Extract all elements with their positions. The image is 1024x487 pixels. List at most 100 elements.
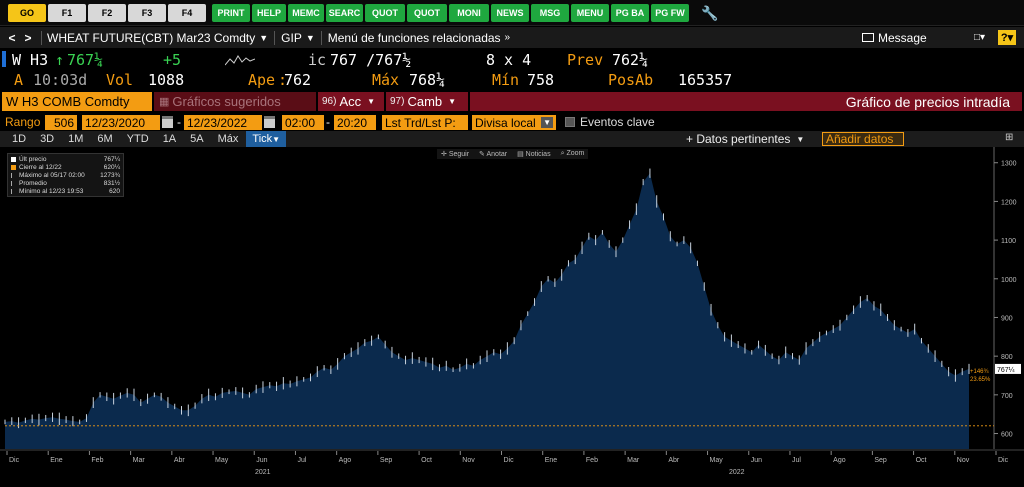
fkey-searc-button[interactable]: SEARC: [326, 3, 363, 22]
period-tab-5a[interactable]: 5A: [190, 133, 204, 145]
fkey-quot-button[interactable]: QUOT: [407, 3, 447, 22]
fkey-f4-button[interactable]: F4: [168, 3, 206, 22]
chevron-down-icon: ▼: [541, 117, 553, 128]
fkey-print-button[interactable]: PRINT: [212, 3, 250, 22]
end-date-input[interactable]: 12/23/2022: [184, 115, 262, 130]
high-value: 768¼: [409, 71, 446, 89]
bid-ask-size: 8 x 4: [486, 51, 532, 69]
change-menu[interactable]: 97) Camb ▼: [386, 92, 468, 111]
message-button[interactable]: Message: [862, 31, 927, 45]
chart-legend: Últ precio 767¼ Cierre al 12/22 620¼ Máximo …: [7, 153, 124, 197]
annotate-button[interactable]: ✎ Anotar: [479, 151, 508, 158]
x-tick-label: Ago: [339, 457, 352, 464]
key-events-checkbox[interactable]: [565, 117, 575, 127]
open-interest-value: 165357: [678, 71, 733, 89]
period-toolbar: 1D 3D 1M 6M YTD 1A 5A Máx Tick ▼ + Datos pertine…: [0, 131, 1024, 147]
period-tab-tick[interactable]: Tick ▼: [246, 131, 287, 147]
y-tick-label: 1100: [1001, 238, 1016, 245]
start-time-input[interactable]: 02:00: [282, 115, 324, 130]
period-tab-máx[interactable]: Máx: [217, 133, 239, 145]
chevron-down-icon: ▼: [259, 32, 269, 43]
fkey-msg-button[interactable]: MSG: [531, 3, 569, 22]
change-label: +146¾: [970, 369, 990, 375]
legend-row: Promedio 831½: [11, 179, 120, 187]
currency-select[interactable]: Divisa local ▼: [472, 115, 556, 130]
bid-ask: 767 /767½: [330, 51, 412, 69]
x-tick-label: Jul: [297, 457, 306, 464]
forward-button[interactable]: >: [24, 30, 32, 45]
fkey-f3-button[interactable]: F3: [128, 3, 166, 22]
low-value: 758: [527, 71, 555, 89]
legend-row: Últ precio 767¼: [11, 155, 120, 163]
quote-line-2: A 10:03d Vol 1088 Ape : 762 Máx 768¼ Mín…: [14, 71, 733, 89]
window-menu-icon[interactable]: □▾: [974, 32, 986, 43]
net-change: +5: [163, 51, 182, 69]
chevron-down-icon: ▼: [367, 97, 376, 106]
legend-swatch: [11, 188, 16, 194]
legend-label: Máximo al 05/17 02:00: [19, 171, 85, 179]
legend-swatch: [11, 164, 16, 170]
x-tick-label: Dic: [998, 457, 1009, 464]
actions-menu[interactable]: 96) Acc ▼: [318, 92, 384, 111]
price-area: [5, 173, 969, 449]
x-tick-label: Dic: [504, 457, 515, 464]
x-tick-label: Oct: [421, 457, 432, 464]
period-tab-ytd[interactable]: YTD: [126, 133, 149, 145]
security-dropdown[interactable]: WHEAT FUTURE(CBT) Mar23 Comdty ▼: [47, 31, 268, 45]
fkey-memc-button[interactable]: MEMC: [288, 3, 324, 22]
y-tick-label: 1200: [1001, 199, 1017, 206]
fkey-help-button[interactable]: HELP: [252, 3, 286, 22]
period-tab-1d[interactable]: 1D: [12, 133, 27, 145]
security-field[interactable]: W H3 COMB Comdty: [2, 92, 152, 111]
zoom-button[interactable]: ⌕ Zoom: [560, 150, 585, 157]
legend-value: 620: [109, 187, 120, 195]
fkey-f1-button[interactable]: F1: [48, 3, 86, 22]
range-bar: Rango 506 12/23/2020 - 12/23/2022 02:00 …: [5, 115, 655, 130]
open-value: 762: [284, 71, 312, 89]
fkey-f2-button[interactable]: F2: [88, 3, 126, 22]
fkey-quot-button[interactable]: QUOT: [365, 3, 405, 22]
x-tick-label: Nov: [462, 457, 475, 464]
period-tab-1a[interactable]: 1A: [162, 133, 177, 145]
wrench-icon[interactable]: 🔧: [701, 4, 719, 21]
period-tab-1m[interactable]: 1M: [68, 133, 84, 145]
back-button[interactable]: <: [8, 30, 16, 45]
price-chart[interactable]: 600 700 800 900 1000 1100 1200 1300 767¼ +146¾ 23.…: [0, 147, 1024, 487]
chevron-down-icon: ▼: [448, 97, 457, 106]
news-button[interactable]: ▤ Noticias: [517, 151, 551, 158]
y-tick-label: 1300: [1001, 161, 1017, 168]
ticker-marker: [2, 51, 6, 67]
period-tab-3d[interactable]: 3D: [40, 133, 55, 145]
field-select[interactable]: Lst Trd/Lst P:: [382, 115, 468, 130]
help-button[interactable]: ?▾: [998, 30, 1016, 45]
suggested-charts-button[interactable]: ▦ Gráficos sugeridos: [154, 92, 316, 111]
volume-value: 1088: [148, 71, 185, 89]
fkey-menu-button[interactable]: MENU: [571, 3, 609, 22]
navigation-bar: < > WHEAT FUTURE(CBT) Mar23 Comdty ▼ GIP…: [0, 27, 1024, 48]
fkey-pg-fw-button[interactable]: PG FW: [651, 3, 689, 22]
function-dropdown[interactable]: GIP ▼: [281, 31, 315, 45]
x-tick-label: Sep: [874, 457, 887, 464]
fkey-news-button[interactable]: NEWS: [491, 3, 529, 22]
related-functions-menu[interactable]: Menú de funciones relacionadas »: [327, 30, 511, 45]
range-count-input[interactable]: 506: [45, 115, 77, 130]
end-time-input[interactable]: 20:20: [334, 115, 376, 130]
period-tab-6m[interactable]: 6M: [97, 133, 113, 145]
start-date-input[interactable]: 12/23/2020: [82, 115, 160, 130]
y-tick-label: 1000: [1001, 277, 1017, 284]
related-data-dropdown[interactable]: + Datos pertinentes ▼: [686, 132, 805, 146]
x-tick-label: Jun: [751, 457, 762, 464]
collapse-icon[interactable]: ⊞: [1005, 132, 1014, 143]
y-tick-label: 900: [1001, 315, 1013, 322]
fkey-go-button[interactable]: GO: [8, 3, 46, 22]
calendar-icon[interactable]: [264, 116, 275, 128]
security-label: WHEAT FUTURE(CBT) Mar23 Comdty: [47, 30, 256, 45]
follow-button[interactable]: ✛ Seguir: [441, 151, 470, 158]
open-label: Ape: [248, 71, 276, 89]
calendar-icon[interactable]: [162, 116, 173, 128]
add-data-button[interactable]: Añadir datos: [822, 132, 904, 146]
fkey-moni-button[interactable]: MONI: [449, 3, 489, 22]
x-tick-label: Mar: [627, 457, 640, 464]
fkey-pg-ba-button[interactable]: PG BA: [611, 3, 649, 22]
market-flag: A: [14, 71, 24, 89]
